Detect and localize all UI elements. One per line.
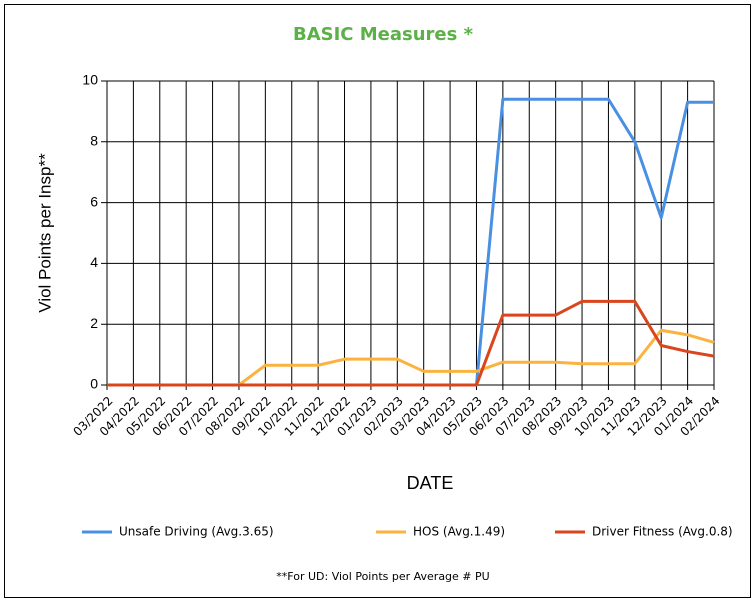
y-tick-label: 0	[90, 376, 98, 392]
frame	[4, 4, 751, 598]
chart-title: BASIC Measures *	[293, 24, 474, 45]
y-tick-label: 4	[90, 254, 98, 270]
footnote: **For UD: Viol Points per Average # PU	[276, 570, 489, 583]
y-tick-label: 6	[90, 193, 98, 209]
y-tick-label: 2	[90, 315, 98, 331]
legend-label: HOS (Avg.1.49)	[413, 525, 505, 539]
legend-label: Unsafe Driving (Avg.3.65)	[119, 525, 274, 539]
y-tick-label: 8	[90, 133, 98, 149]
series-line	[107, 299, 715, 387]
y-tick-label: 10	[82, 72, 98, 88]
series-line	[107, 328, 715, 387]
y-axis-label: Viol Points per Insp**	[35, 153, 54, 313]
x-axis-label: DATE	[407, 473, 454, 493]
legend-label: Driver Fitness (Avg.0.8)	[592, 525, 733, 539]
